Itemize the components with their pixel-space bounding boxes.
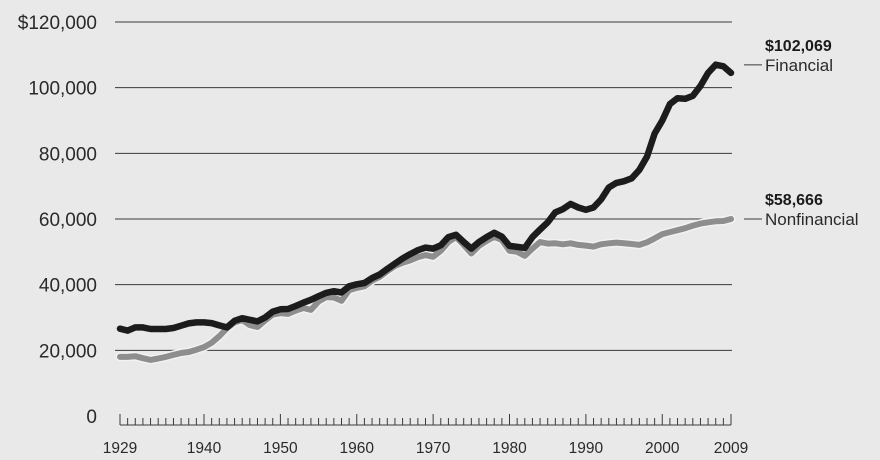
y-tick-label: 100,000: [28, 79, 97, 100]
financial-end-value: $102,069: [765, 38, 832, 55]
x-tick-label: 1980: [492, 440, 527, 457]
x-axis: 1929 1940 1950 1960 1970 1980 1990 2000 2009: [103, 414, 748, 457]
x-tick-label: 1929: [103, 440, 137, 457]
grid: [115, 21, 732, 351]
x-tick-label: 1960: [340, 440, 375, 457]
nonfinancial-end-value: $58,666: [765, 192, 823, 209]
x-tick-label: 1990: [569, 440, 604, 457]
y-tick-label: 60,000: [39, 210, 97, 231]
y-tick-label: 20,000: [39, 341, 97, 362]
nonfinancial-line-halo: [115, 214, 736, 365]
x-tick-label: 1970: [416, 440, 451, 457]
x-tick-label: 2009: [714, 440, 748, 457]
y-tick-label: 80,000: [39, 144, 97, 165]
series-lines: [115, 61, 736, 365]
financial-line: [116, 61, 735, 334]
nonfinancial-series-label: Nonfinancial: [765, 210, 859, 229]
y-tick-label: 0: [86, 407, 97, 428]
y-axis: 0 20,000 40,000 60,000 80,000 100,000 $120,000: [18, 13, 97, 428]
nonfinancial-line: [117, 216, 734, 363]
x-tick-label: 2000: [645, 440, 680, 457]
x-tick-label: 1940: [187, 440, 222, 457]
financial-series-label: Financial: [765, 56, 833, 75]
y-tick-label: $120,000: [18, 13, 97, 34]
x-tick-label: 1950: [263, 440, 298, 457]
y-tick-label: 40,000: [39, 276, 97, 297]
